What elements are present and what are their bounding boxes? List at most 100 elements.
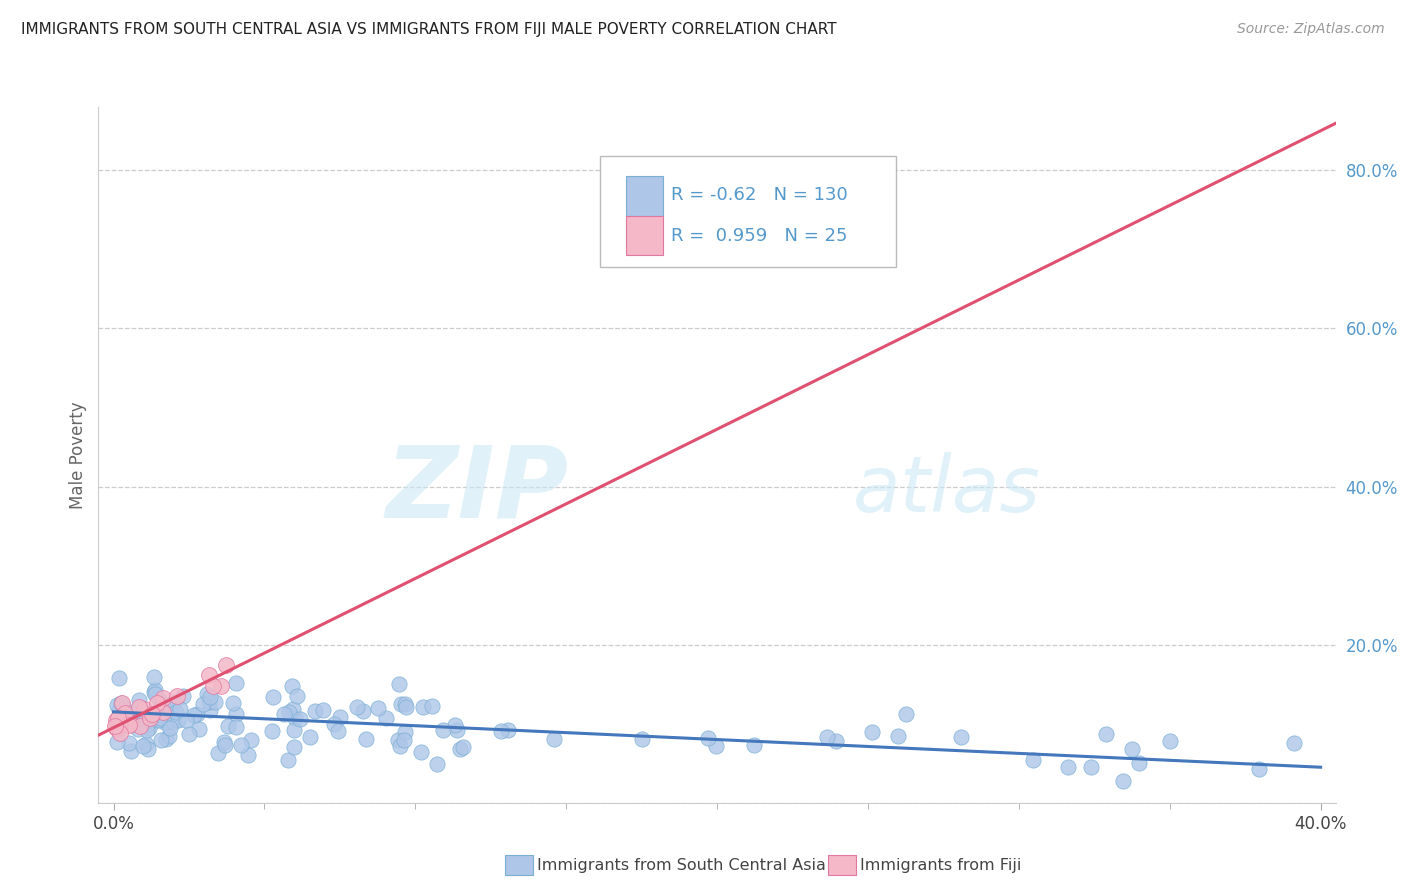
Point: [391, 697, 413, 711]
Point: [388, 739, 411, 753]
Point: [860, 725, 883, 739]
Point: [198, 690, 221, 705]
Point: [165, 706, 187, 720]
Point: [394, 725, 416, 739]
Point: [1159, 734, 1181, 748]
Point: [188, 722, 211, 736]
Point: [1128, 756, 1150, 771]
Point: [155, 731, 177, 746]
Point: [141, 707, 163, 722]
Point: [108, 701, 131, 715]
Point: [105, 734, 128, 748]
Point: [127, 723, 149, 737]
Point: [104, 721, 127, 735]
Point: [236, 747, 259, 762]
Point: [896, 706, 918, 721]
Point: [225, 706, 247, 721]
Point: [395, 699, 418, 714]
Point: [153, 699, 176, 714]
Point: [183, 708, 205, 723]
FancyBboxPatch shape: [626, 216, 662, 255]
Point: [283, 723, 305, 738]
Point: [186, 706, 208, 721]
Point: [387, 732, 409, 747]
Point: [152, 706, 174, 720]
Point: [329, 709, 352, 723]
Text: atlas: atlas: [853, 451, 1040, 528]
Point: [131, 739, 153, 754]
Point: [1095, 727, 1118, 741]
Point: [1284, 736, 1306, 750]
Point: [239, 733, 262, 747]
Point: [212, 734, 235, 748]
Point: [148, 691, 170, 706]
Point: [128, 700, 150, 714]
Point: [198, 696, 221, 710]
Point: [107, 722, 129, 736]
Point: [138, 711, 160, 725]
Point: [284, 710, 307, 724]
Point: [225, 720, 247, 734]
Text: Immigrants from South Central Asia: Immigrants from South Central Asia: [537, 858, 825, 872]
Point: [112, 701, 135, 715]
Point: [742, 738, 765, 752]
Point: [278, 706, 301, 720]
Point: [105, 698, 128, 712]
Point: [110, 696, 132, 710]
Point: [117, 736, 139, 750]
Point: [108, 725, 131, 739]
Point: [825, 734, 848, 748]
Point: [225, 676, 247, 690]
Text: Immigrants from Fiji: Immigrants from Fiji: [860, 858, 1022, 872]
Point: [107, 718, 129, 732]
Point: [138, 714, 160, 729]
Point: [148, 713, 170, 727]
Point: [281, 679, 304, 693]
Point: [127, 706, 149, 720]
Point: [394, 697, 416, 711]
Point: [1080, 760, 1102, 774]
Point: [155, 715, 177, 730]
Point: [446, 723, 468, 738]
Point: [166, 713, 188, 727]
FancyBboxPatch shape: [626, 176, 662, 216]
Point: [352, 704, 374, 718]
Point: [312, 703, 335, 717]
Point: [150, 733, 173, 747]
Point: [162, 714, 184, 729]
Point: [209, 679, 232, 693]
Point: [326, 723, 349, 738]
Point: [207, 746, 229, 760]
Point: [179, 727, 201, 741]
Point: [543, 731, 565, 746]
Point: [887, 729, 910, 743]
Point: [128, 719, 150, 733]
Point: [288, 712, 311, 726]
Point: [152, 698, 174, 712]
Point: [388, 677, 411, 691]
Point: [1112, 773, 1135, 788]
Point: [366, 701, 388, 715]
Point: [432, 723, 454, 737]
Point: [172, 689, 194, 703]
Point: [136, 717, 159, 731]
Point: [145, 687, 167, 701]
Point: [118, 714, 141, 729]
Point: [108, 715, 131, 730]
Point: [118, 717, 141, 731]
Point: [453, 739, 475, 754]
Y-axis label: Male Poverty: Male Poverty: [69, 401, 87, 508]
Point: [277, 754, 299, 768]
Text: Source: ZipAtlas.com: Source: ZipAtlas.com: [1237, 22, 1385, 37]
Point: [204, 694, 226, 708]
Point: [260, 723, 283, 738]
Point: [285, 689, 308, 703]
Point: [222, 696, 245, 710]
Point: [160, 697, 183, 711]
Point: [159, 721, 181, 735]
Point: [202, 679, 225, 693]
Point: [131, 716, 153, 731]
Point: [273, 707, 295, 722]
Point: [142, 685, 165, 699]
Point: [122, 718, 145, 732]
